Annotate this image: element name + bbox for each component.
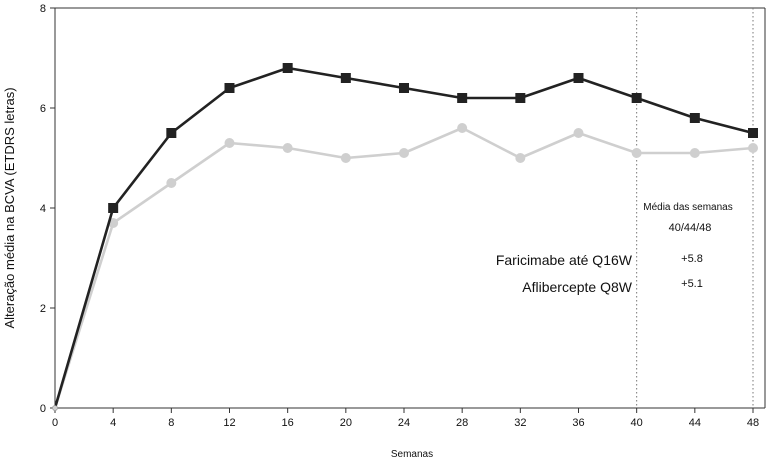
x-tick-label: 16 [282,417,294,429]
reference-lines [636,8,754,408]
series-line [53,66,754,409]
data-point [457,123,468,133]
annotation-heading-line2: 40/44/48 [669,222,712,234]
y-tick-label: 8 [40,3,46,15]
data-point [457,93,468,103]
data-point [573,73,584,83]
data-point-origin [52,405,58,411]
x-axis-label: Semanas [391,449,433,460]
x-tick-label: 20 [340,417,352,429]
data-point [340,153,351,163]
y-tick-label: 4 [40,203,46,215]
data-point [340,73,351,83]
data-point [282,143,293,153]
x-tick-label: 48 [747,417,759,429]
series-aflibercepte [52,123,758,411]
series-layer [52,63,758,411]
annotation-heading-line1: Média das semanas [643,202,733,213]
y-tick-label: 6 [40,103,46,115]
x-tick-label: 40 [631,417,643,429]
data-point [631,93,642,103]
y-axis-label: Alteração média na BCVA (ETDRS letras) [2,87,17,328]
annotation-value-faricimabe: +5.8 [681,253,703,265]
data-point [515,153,526,163]
x-tick-label: 32 [514,417,526,429]
x-tick-label: 36 [572,417,584,429]
x-tick-label: 28 [456,417,468,429]
data-point [689,113,700,123]
annotation-value-aflibercepte: +5.1 [681,278,703,290]
data-point [108,203,119,213]
data-point [399,83,409,93]
data-point [573,128,584,138]
data-point [748,143,758,153]
y-tick-label: 2 [40,303,46,315]
y-tick-label: 0 [40,403,46,415]
x-tick-label: 8 [168,417,174,429]
data-point [224,138,235,148]
data-point [748,128,758,138]
x-tick-label: 0 [52,417,58,429]
legend-label-faricimabe: Faricimabe até Q16W [496,252,633,268]
x-tick-label: 24 [398,417,410,429]
data-point [631,148,642,158]
data-point [689,148,700,158]
series-faricimabe [52,63,758,411]
legend-label-aflibercepte: Aflibercepte Q8W [522,279,632,295]
data-point [166,178,177,188]
data-point [399,148,409,158]
data-point [224,83,235,93]
x-tick-label: 44 [689,417,701,429]
x-tick-label: 12 [223,417,235,429]
series-line [53,126,754,409]
data-point [166,128,177,138]
x-tick-label: 4 [110,417,116,429]
data-point [515,93,526,103]
data-point [282,63,293,73]
